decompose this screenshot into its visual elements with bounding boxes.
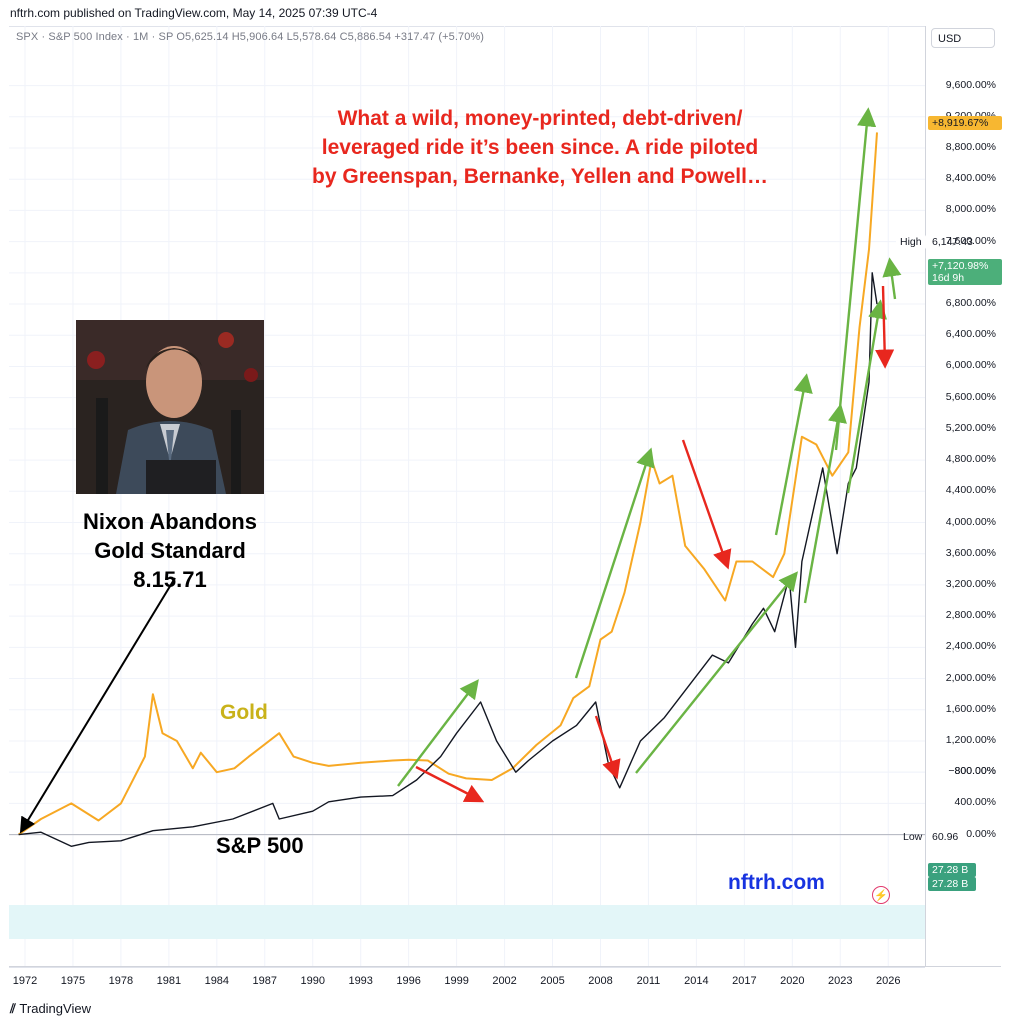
price-tick-label: 4,000.00%	[945, 515, 996, 528]
price-tick-label: 8,000.00%	[945, 203, 996, 216]
price-tick-label: 9,600.00%	[945, 78, 996, 91]
time-tick-label: 2026	[875, 975, 901, 987]
price-tick-label: 4,800.00%	[945, 453, 996, 466]
time-tick-label: 1990	[300, 975, 325, 987]
tradingview-logo[interactable]: ⫽ TradingView	[10, 1001, 91, 1017]
headline-annotation: What a wild, money-printed, debt-driven/…	[230, 104, 850, 191]
headline-line-2: leveraged ride it’s been since. A ride p…	[321, 136, 759, 159]
time-axis[interactable]: 1972 1975 1978 1981 1984 1987 1990 1993 1996 1999…	[9, 966, 1001, 997]
time-tick-label: 2020	[780, 975, 805, 987]
green-up-arrow	[774, 373, 813, 536]
price-tick-label: 8,800.00%	[945, 141, 996, 154]
time-tick-label: 1978	[108, 975, 134, 987]
time-tick-label: 1984	[204, 975, 230, 987]
symbol-legend[interactable]: SPX · S&P 500 Index · 1M · SP O5,625.14 …	[16, 31, 485, 43]
price-tick-label: 1,600.00%	[945, 702, 996, 715]
time-tick-label: 2002	[492, 975, 517, 987]
time-tick-label: 2008	[588, 975, 613, 987]
time-tick-label: 1999	[444, 975, 469, 987]
price-tick-label: 2,400.00%	[945, 640, 996, 653]
price-tick-label: 2,000.00%	[945, 671, 996, 684]
time-tick-label: 2023	[828, 975, 853, 987]
price-tick-label: 8,400.00%	[945, 172, 996, 185]
publisher-line: nftrh.com published on TradingView.com, …	[10, 6, 378, 20]
volume-badge-2: 27.28 B	[928, 877, 976, 891]
red-down-arrow	[415, 765, 485, 803]
red-down-arrow	[875, 285, 895, 369]
red-down-arrow	[594, 715, 621, 780]
chart-area[interactable]	[9, 26, 925, 968]
tradingview-logo-text: TradingView	[19, 1001, 91, 1016]
sp500-last-pct: +7,120.98%	[932, 260, 989, 272]
price-tick-label: 5,200.00%	[945, 421, 996, 434]
price-tick-label: 6,400.00%	[945, 328, 996, 341]
watermark-text: nftrh.com	[728, 871, 825, 894]
price-tick-label: 0.00%	[966, 827, 996, 840]
volume-pane	[9, 905, 925, 939]
high-label: High	[896, 235, 926, 249]
time-tick-label: 2005	[540, 975, 565, 987]
green-up-arrow	[846, 299, 888, 494]
price-tick-label: 400.00%	[954, 796, 996, 809]
green-up-arrow	[574, 447, 655, 679]
time-tick-label: 2014	[684, 975, 709, 987]
sp500-series-label: S&P 500	[216, 833, 304, 858]
high-value: 6,147.43	[932, 236, 973, 248]
red-down-arrow	[681, 439, 732, 570]
green-up-arrow	[803, 403, 847, 604]
tradingview-logo-icon: ⫽	[10, 1001, 20, 1016]
headline-line-1: What a wild, money-printed, debt-driven/	[337, 107, 743, 130]
price-tick-label: 3,600.00%	[945, 546, 996, 559]
time-tick-label: 1987	[252, 975, 278, 987]
green-up-arrow	[882, 257, 902, 300]
price-tick-label: 2,800.00%	[945, 609, 996, 622]
nixon-caption-line-1: Nixon Abandons	[83, 509, 257, 534]
price-tick-label: 6,800.00%	[945, 297, 996, 310]
headline-line-3: by Greenspan, Bernanke, Yellen and Powel…	[312, 165, 768, 188]
sp500-last-value-badge: +7,120.98% 16d 9h	[928, 259, 1002, 285]
green-up-arrow	[635, 571, 799, 774]
price-tick-label: 5,600.00%	[945, 390, 996, 403]
nixon-caption: Nixon Abandons Gold Standard 8.15.71	[40, 507, 300, 594]
price-tick-label: 3,200.00%	[945, 577, 996, 590]
time-tick-label: 1975	[60, 975, 86, 987]
nixon-caption-line-2: Gold Standard	[94, 538, 246, 563]
sp500-countdown: 16d 9h	[932, 272, 965, 284]
time-tick-label: 2017	[732, 975, 757, 987]
time-tick-label: 1972	[12, 975, 38, 987]
currency-button[interactable]: USD	[931, 28, 995, 48]
price-tick-label: 4,400.00%	[945, 484, 996, 497]
low-label: Low	[903, 831, 923, 843]
time-tick-label: 1993	[348, 975, 373, 987]
time-tick-label: 1981	[156, 975, 182, 987]
nixon-photo	[76, 320, 264, 494]
price-axis[interactable]: 9,600.00%9,200.00%8,800.00%8,400.00%8,00…	[925, 26, 1002, 966]
sp500-series-line	[18, 272, 878, 847]
nixon-pointer-arrow	[19, 577, 176, 834]
price-tick-label: 6,000.00%	[945, 359, 996, 372]
low-value: 60.96	[932, 831, 959, 843]
time-tick-label: 2011	[636, 975, 661, 987]
flash-icon[interactable]: ⚡	[872, 886, 890, 904]
gold-series-label: Gold	[220, 701, 268, 724]
green-up-arrow	[834, 107, 877, 451]
price-tick-label: 800.00%	[954, 765, 996, 778]
price-tick-label: −800.00%	[948, 765, 996, 778]
time-tick-label: 1996	[396, 975, 421, 987]
nixon-caption-line-3: 8.15.71	[133, 567, 207, 592]
price-tick-label: 1,200.00%	[945, 733, 996, 746]
price-tick-label: 7,600.00%	[945, 234, 996, 247]
gold-last-value-badge: +8,919.67%	[928, 116, 1002, 130]
green-up-arrow	[397, 679, 479, 787]
volume-badge-1: 27.28 B	[928, 863, 976, 877]
